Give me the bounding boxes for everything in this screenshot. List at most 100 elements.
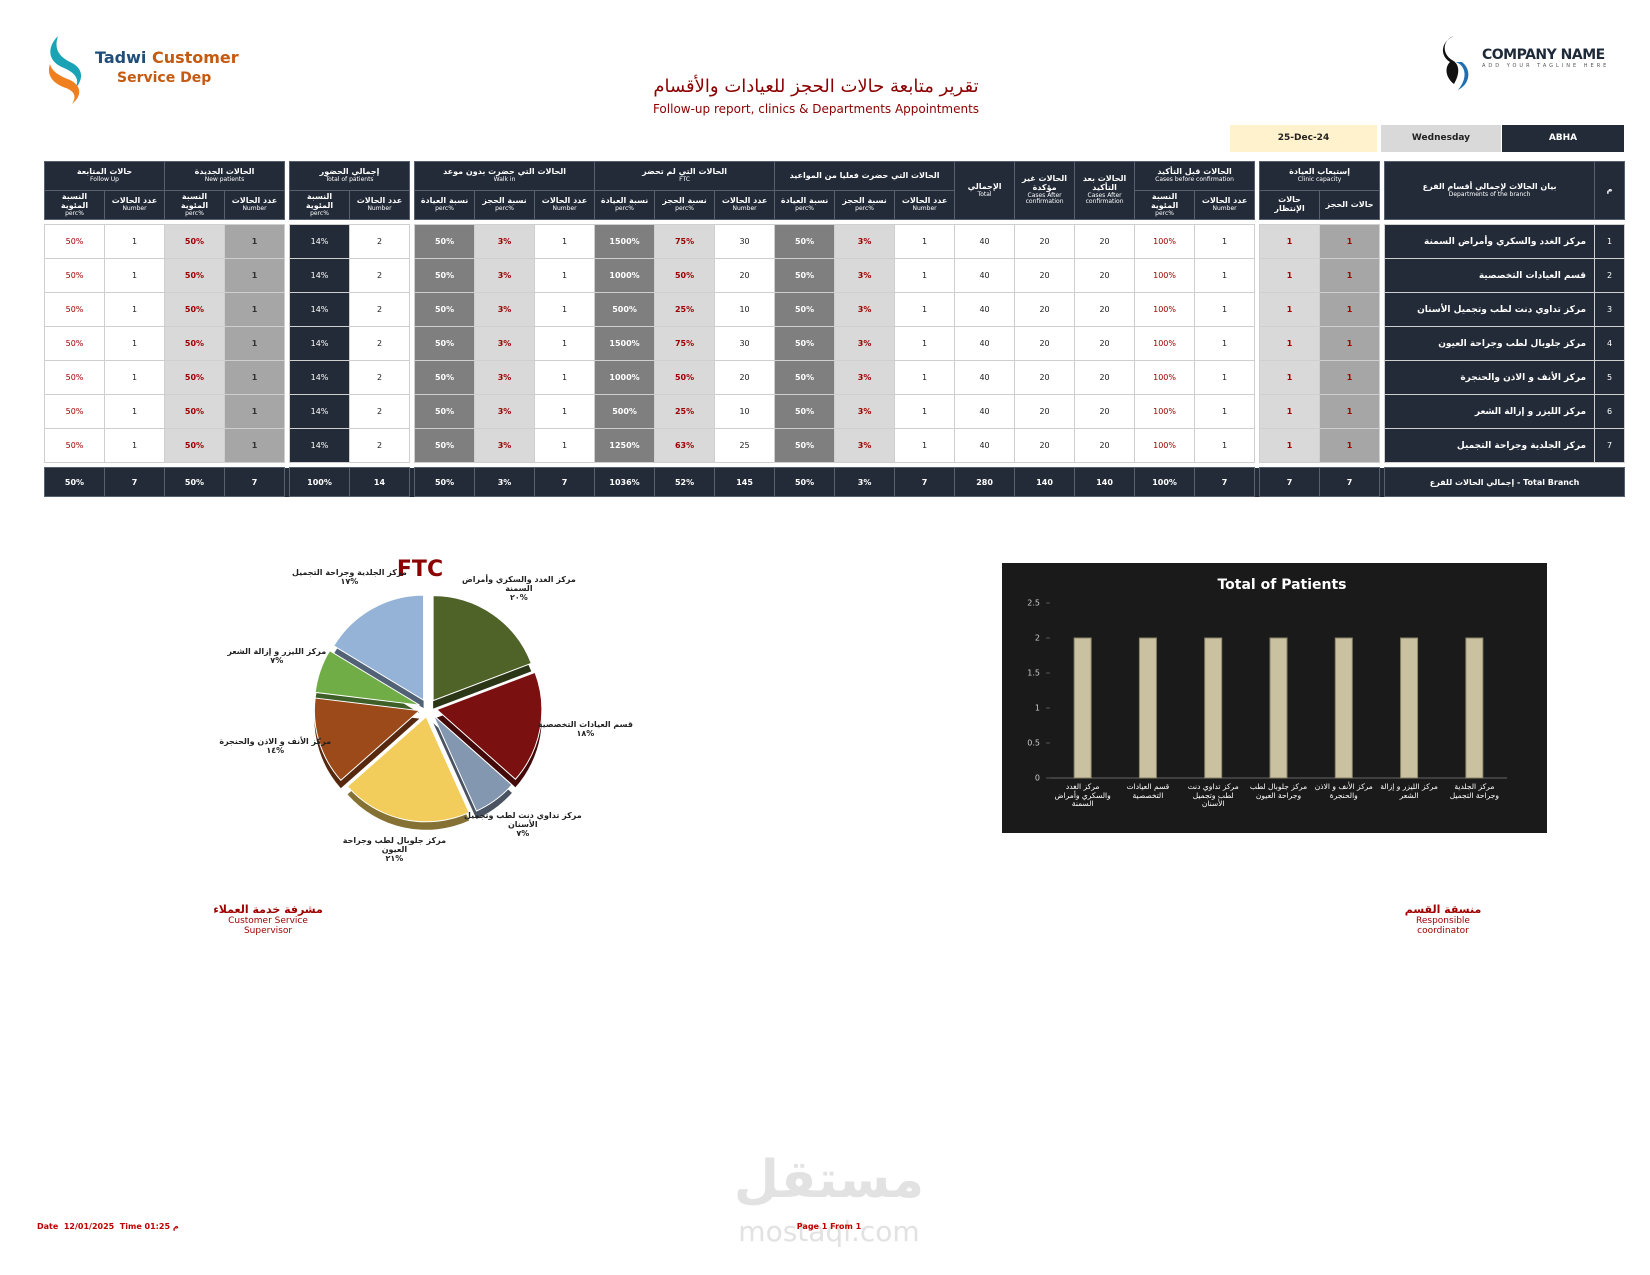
x-tick-label: مركز الجلدية وجراحة التجميل	[1449, 782, 1499, 800]
column-sub-header: نسبة الحجز %perc	[474, 190, 536, 220]
table-cell: 1	[1259, 394, 1321, 429]
table-cell: 10	[714, 292, 776, 327]
pie-slice	[314, 650, 420, 706]
column-sub-header: نسبة الحجز %perc	[834, 190, 896, 220]
header-text-ar: الحالات التي حضرت بدون موعد	[443, 167, 566, 177]
total-cell: 50%	[44, 467, 105, 497]
table-cell: 20	[1074, 428, 1136, 463]
table-cell: 1	[224, 360, 285, 395]
table-cell: 1	[894, 258, 956, 293]
pie-slice	[346, 715, 470, 823]
bar	[1465, 637, 1484, 779]
pie-label-value: %١٤	[266, 746, 285, 756]
table-cell: 3%	[474, 428, 536, 463]
column-group-header: إجمالي الحضور Total of patients	[289, 161, 410, 191]
total-row: Total Branch - إجمالي الحالات للفرع 7 7 7 10…	[44, 467, 1626, 497]
x-tick-label: مركز الغدد والسكري وأمراض السمنة	[1054, 782, 1111, 809]
table-cell: 1000%	[594, 258, 656, 293]
header-text-ar: إجمالي الحضور	[319, 167, 380, 177]
column-group-header: الحالات الجديدة New patients	[164, 161, 285, 191]
data-row: 3 مركز تداوي دنت لطب وتجميل الأسنان 1 1 1 100…	[44, 292, 1626, 327]
branch: ABHA	[1502, 125, 1624, 152]
department-name: مركز الأنف و الاذن والحنجرة	[1384, 360, 1596, 395]
gap	[284, 224, 290, 259]
title-ar: تقرير متابعة حالات الحجز للعيادات والأقس…	[653, 76, 979, 97]
table-cell: 50%	[774, 360, 836, 395]
y-tick-label: 1	[1035, 704, 1040, 713]
header-text-ar: النسبة المئوية	[60, 191, 89, 210]
table-cell: 10	[714, 394, 776, 429]
column-sub-header: النسبة المئوية %perc	[289, 190, 350, 220]
table-cell: 40	[954, 394, 1016, 429]
table-cell: 30	[714, 224, 776, 259]
header-text-en: Number	[552, 205, 577, 213]
table-cell: 3%	[834, 360, 896, 395]
table-cell: 3%	[474, 292, 536, 327]
table-cell: 50%	[164, 224, 225, 259]
gap	[1254, 428, 1260, 463]
company-tagline: ADD YOUR TAGLINE HERE	[1482, 63, 1610, 69]
header-row: م بيان الحالات لإجمالي أقسام الفرع Departm…	[44, 161, 1626, 220]
table-cell: 1	[1259, 326, 1321, 361]
pie-label-value: %٢٠	[509, 593, 528, 603]
pie-label-name: مركز جلوبال لطب وجراحة العيون	[342, 835, 447, 854]
bar-chart: Total of Patients 0 0.5 1 1.5 2 2.5 مركز الغد…	[1002, 563, 1547, 833]
data-row: 6 مركز الليزر و إزالة الشعر 1 1 1 100% 20 20 40 1…	[44, 394, 1626, 429]
table-cell: 50%	[774, 224, 836, 259]
gap	[284, 467, 290, 497]
gap	[284, 428, 290, 463]
header-text-en: Number	[367, 205, 392, 213]
bar	[1334, 637, 1353, 779]
bar	[1138, 637, 1157, 779]
pie-label: مركز الأنف و الاذن والحنجرة %١٤	[210, 737, 340, 755]
watermark: مستقل	[733, 1150, 925, 1210]
header-text-en: Number	[242, 205, 267, 213]
pie-slice	[435, 671, 543, 780]
table-cell: 1	[894, 360, 956, 395]
company-name: COMPANY NAME	[1482, 47, 1605, 63]
column-group-header: الحالات التي حضرت بدون موعد Walk in	[413, 161, 596, 191]
table-cell: 2	[349, 292, 410, 327]
logo-text: Tadwi	[95, 48, 147, 67]
logo-text: Service Dep	[117, 70, 212, 86]
table-cell: 50%	[654, 360, 716, 395]
gap	[409, 326, 415, 361]
table-cell: 3%	[834, 292, 896, 327]
header-text-en: New patients	[204, 176, 245, 184]
column-sub-header: عدد الحالات Number	[894, 190, 956, 220]
column-sub-header: عدد الحالات Number	[224, 190, 285, 220]
header-text-en: %perc	[495, 205, 514, 213]
header-text-en: Follow Up	[90, 176, 119, 184]
header-text-ar: نسبة الحجز	[482, 196, 527, 206]
table-cell: 1	[1194, 360, 1256, 395]
table-cell: 3%	[474, 394, 536, 429]
table-cell: 1	[534, 394, 596, 429]
total-cell: 100%	[1134, 467, 1196, 497]
total-cell: 14	[349, 467, 410, 497]
table-cell: 2	[349, 360, 410, 395]
table-cell: 3%	[474, 360, 536, 395]
pie-label: مركز الغدد والسكري وأمراض السمنة %٢٠	[454, 575, 584, 603]
header-text-ar: النسبة المئوية	[180, 191, 209, 210]
x-tick-label: قسم العيادات التخصصية	[1126, 782, 1170, 800]
table-cell: 1	[224, 258, 285, 293]
table-cell: 500%	[594, 394, 656, 429]
company-logo	[1442, 36, 1469, 90]
table-cell: 1	[224, 428, 285, 463]
table-cell: 20	[1014, 292, 1076, 327]
header-text-ar: حالات المتابعة	[76, 167, 133, 177]
header-text-ar: الحالات قبل التأكيد	[1157, 167, 1232, 177]
y-tick-label: 0.5	[1027, 739, 1040, 748]
data-row: 1 مركز الغدد والسكري وأمراض السمنة 1 1 1 100%…	[44, 224, 1626, 259]
table-cell: 1	[534, 428, 596, 463]
total-cell: 7	[224, 467, 285, 497]
table-cell: 1250%	[594, 428, 656, 463]
table-cell: 1	[104, 394, 165, 429]
header-text-en: Number	[122, 205, 147, 213]
header-text-en: %perc	[185, 209, 204, 217]
header-text-ar: حالات الحجز	[1325, 199, 1374, 209]
table-cell: 50%	[44, 360, 105, 395]
header-text-ar: الحالات التي لم تحضر	[642, 167, 727, 177]
table-cell: 1	[1594, 224, 1626, 259]
